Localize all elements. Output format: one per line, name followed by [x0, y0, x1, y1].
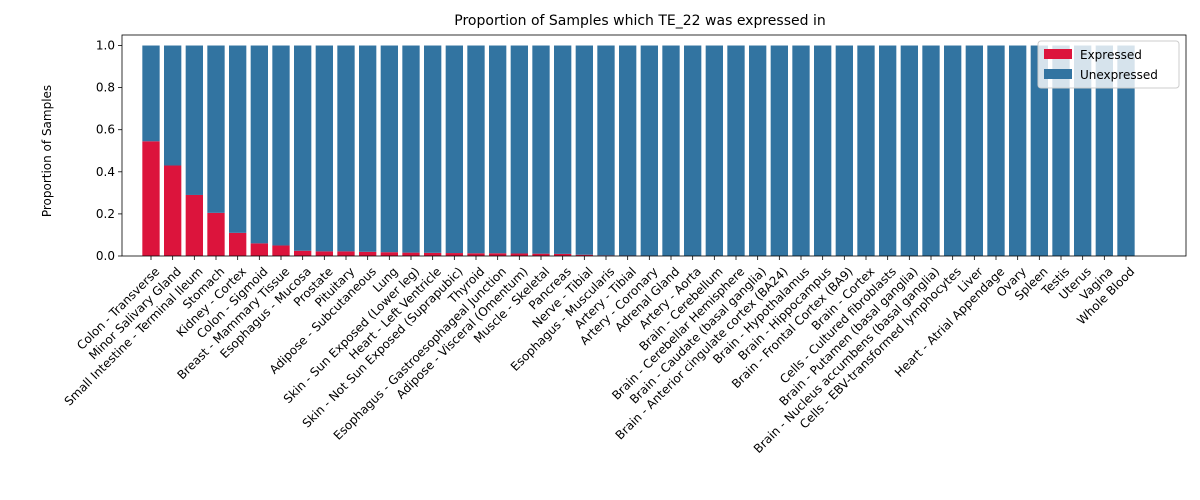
plot-frame [121, 34, 1187, 257]
bar-unexpressed-35 [900, 45, 918, 256]
chart-title: Proportion of Samples which TE_22 was ex… [454, 13, 825, 29]
bar-unexpressed-42 [1052, 45, 1070, 256]
bar-unexpressed-37 [944, 45, 962, 256]
bar-unexpressed-2 [185, 45, 203, 195]
bar-expressed-13 [424, 252, 442, 256]
bar-expressed-9 [337, 251, 355, 256]
bar-expressed-6 [272, 245, 290, 256]
bar-expressed-11 [380, 252, 398, 256]
y-tick-label: 0.0 [96, 249, 115, 263]
bar-expressed-12 [402, 252, 420, 256]
bar-unexpressed-5 [250, 45, 268, 244]
bar-expressed-2 [185, 194, 203, 256]
bar-unexpressed-29 [770, 45, 788, 256]
bar-unexpressed-9 [337, 45, 355, 252]
y-axis-label: Proportion of Samples [40, 85, 54, 217]
bar-unexpressed-11 [380, 45, 398, 253]
bar-expressed-20 [575, 254, 593, 256]
bar-expressed-1 [164, 165, 182, 256]
bar-unexpressed-40 [1009, 45, 1027, 256]
bar-unexpressed-21 [597, 45, 615, 256]
bar-unexpressed-17 [510, 45, 528, 254]
bar-unexpressed-0 [142, 45, 160, 142]
y-tick-label: 0.4 [96, 165, 115, 179]
bar-unexpressed-44 [1095, 45, 1113, 256]
bar-unexpressed-45 [1117, 45, 1135, 256]
bar-unexpressed-10 [359, 45, 377, 252]
x-tick-label: Minor Salivary Gland [86, 264, 184, 362]
bar-expressed-19 [554, 253, 572, 256]
bar-unexpressed-32 [835, 45, 853, 256]
bar-expressed-15 [467, 253, 485, 256]
bar-unexpressed-38 [965, 45, 983, 256]
bar-unexpressed-24 [662, 45, 680, 256]
bar-unexpressed-41 [1030, 45, 1048, 256]
bar-expressed-8 [315, 251, 333, 256]
bar-unexpressed-34 [879, 45, 897, 256]
bar-unexpressed-20 [575, 45, 593, 255]
bar-unexpressed-15 [467, 45, 485, 254]
legend-label-expressed: Expressed [1080, 48, 1142, 62]
bar-unexpressed-36 [922, 45, 940, 256]
legend-box [1037, 40, 1180, 89]
bar-expressed-3 [207, 212, 225, 256]
bar-unexpressed-27 [727, 45, 745, 256]
bar-unexpressed-13 [424, 45, 442, 253]
bar-expressed-18 [532, 253, 550, 256]
y-tick-label: 1.0 [96, 39, 115, 53]
bar-unexpressed-30 [792, 45, 810, 256]
bar-unexpressed-16 [489, 45, 507, 254]
bar-unexpressed-23 [640, 45, 658, 256]
bar-unexpressed-19 [554, 45, 572, 254]
bar-unexpressed-39 [987, 45, 1005, 256]
bar-unexpressed-25 [684, 45, 702, 256]
legend: Expressed Unexpressed [1037, 40, 1180, 89]
bar-unexpressed-14 [445, 45, 463, 254]
bar-expressed-7 [294, 250, 312, 256]
bar-expressed-4 [229, 232, 247, 256]
legend-swatch-unexpressed [1044, 69, 1072, 79]
bar-expressed-10 [359, 251, 377, 256]
bar-unexpressed-7 [294, 45, 312, 251]
y-tick-label: 0.2 [96, 207, 115, 221]
bar-unexpressed-12 [402, 45, 420, 253]
bar-unexpressed-26 [705, 45, 723, 256]
bar-unexpressed-4 [229, 45, 247, 233]
bar-unexpressed-28 [749, 45, 767, 256]
y-tick-label: 0.8 [96, 81, 115, 95]
bar-unexpressed-43 [1074, 45, 1092, 256]
legend-label-unexpressed: Unexpressed [1080, 68, 1158, 82]
bar-expressed-14 [445, 253, 463, 256]
bar-unexpressed-3 [207, 45, 225, 213]
bars-group [142, 45, 1135, 256]
bar-unexpressed-1 [164, 45, 182, 166]
legend-swatch-expressed [1044, 49, 1072, 59]
bar-unexpressed-18 [532, 45, 550, 254]
y-tick-label: 0.6 [96, 123, 115, 137]
bar-expressed-5 [250, 243, 268, 256]
bar-unexpressed-33 [857, 45, 875, 256]
bar-unexpressed-8 [315, 45, 333, 252]
bar-unexpressed-22 [619, 45, 637, 256]
y-axis-ticks: 0.0 0.2 0.4 0.6 0.8 1.0 [96, 39, 122, 263]
bar-expressed-17 [510, 253, 528, 256]
bar-expressed-16 [489, 253, 507, 256]
bar-unexpressed-31 [814, 45, 832, 256]
bar-expressed-0 [142, 141, 160, 256]
bar-unexpressed-6 [272, 45, 290, 246]
